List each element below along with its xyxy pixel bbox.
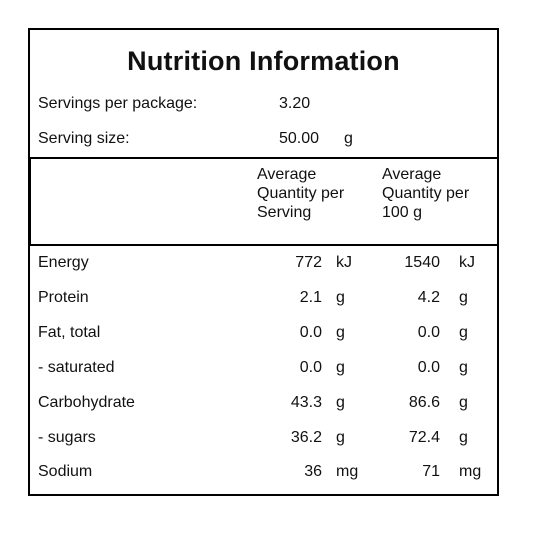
serving-size-label: Serving size:	[38, 130, 130, 147]
per-serving-value: 0.0	[299, 324, 322, 341]
per-100g-value: 71	[422, 463, 440, 480]
nutrient-row: - sugars 36.2 g 72.4 g	[38, 428, 497, 448]
per-serving-value: 36.2	[290, 429, 322, 446]
per-serving-unit: g	[336, 429, 345, 446]
nutrient-label: Fat, total	[38, 324, 101, 341]
per-100g-unit: kJ	[459, 254, 475, 271]
servings-label: Servings per package:	[38, 95, 198, 112]
per-serving-unit: g	[336, 394, 345, 411]
per-serving-unit: g	[336, 324, 345, 341]
serving-size-unit: g	[344, 130, 353, 147]
per-100g-unit: mg	[459, 463, 482, 480]
per-100g-unit: g	[459, 324, 468, 341]
nutrition-panel: Nutrition Information Servings per packa…	[28, 28, 499, 496]
per-serving-value: 43.3	[290, 394, 322, 411]
per-100g-unit: g	[459, 394, 468, 411]
per-100g-value: 4.2	[417, 289, 440, 306]
column-heading-line: Quantity per	[382, 185, 470, 202]
per-serving-unit: mg	[336, 463, 359, 480]
per-serving-value: 2.1	[299, 289, 322, 306]
per-serving-value: 36	[304, 463, 322, 480]
nutrient-row: Sodium 36 mg 71 mg	[38, 462, 497, 482]
per-100g-value: 86.6	[408, 394, 440, 411]
per-serving-value: 0.0	[299, 359, 322, 376]
per-100g-value: 0.0	[417, 359, 440, 376]
nutrient-label: - sugars	[38, 429, 96, 446]
column-heading-line: Average	[382, 166, 442, 183]
nutrient-label: Carbohydrate	[38, 394, 135, 411]
per-serving-unit: g	[336, 359, 345, 376]
column-heading-per-100g: Average Quantity per 100 g	[382, 165, 469, 222]
nutrient-label: - saturated	[38, 359, 115, 376]
nutrient-row: Carbohydrate 43.3 g 86.6 g	[38, 393, 497, 413]
nutrient-row: - saturated 0.0 g 0.0 g	[38, 358, 497, 378]
per-100g-value: 1540	[404, 254, 440, 271]
header-left-rule	[30, 158, 31, 244]
nutrient-row: Fat, total 0.0 g 0.0 g	[38, 323, 497, 343]
header-bottom-rule	[30, 244, 497, 246]
per-100g-unit: g	[459, 359, 468, 376]
nutrient-row: Energy 772 kJ 1540 kJ	[38, 253, 497, 273]
column-heading-per-serving: Average Quantity per Serving	[257, 165, 344, 222]
per-100g-unit: g	[459, 289, 468, 306]
column-heading-line: Average	[257, 166, 317, 183]
per-serving-value: 772	[295, 254, 322, 271]
per-serving-unit: kJ	[336, 254, 352, 271]
nutrient-label: Energy	[38, 254, 89, 271]
nutrient-label: Sodium	[38, 463, 93, 480]
servings-value: 3.20	[279, 95, 311, 112]
per-100g-value: 72.4	[408, 429, 440, 446]
column-heading-line: 100 g	[382, 204, 423, 221]
column-heading-line: Serving	[257, 204, 312, 221]
column-heading-line: Quantity per	[257, 185, 345, 202]
per-100g-value: 0.0	[417, 324, 440, 341]
header-top-rule	[30, 157, 497, 159]
per-100g-unit: g	[459, 429, 468, 446]
nutrient-row: Protein 2.1 g 4.2 g	[38, 288, 497, 308]
serving-size-value: 50.00	[279, 130, 320, 147]
panel-title: Nutrition Information	[127, 46, 400, 76]
per-serving-unit: g	[336, 289, 345, 306]
nutrient-label: Protein	[38, 289, 89, 306]
